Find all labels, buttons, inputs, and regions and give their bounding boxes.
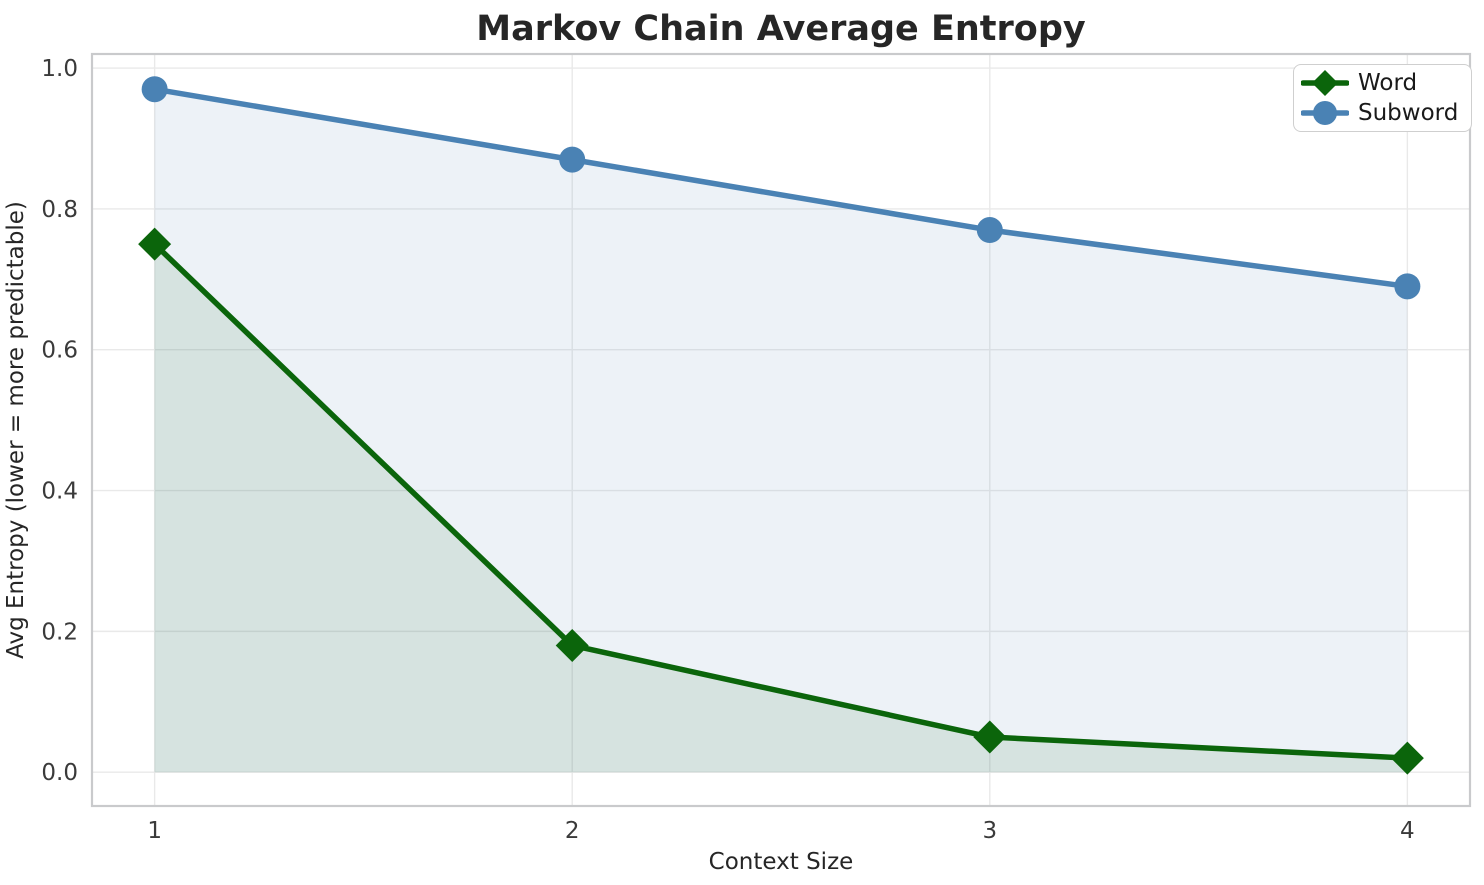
word-line bbox=[151, 241, 1411, 761]
subword-marker bbox=[141, 76, 168, 103]
word-legend-marker-icon bbox=[1301, 70, 1349, 96]
y-tick-label: 0.8 bbox=[41, 197, 78, 223]
y-tick-label: 0.2 bbox=[41, 619, 78, 645]
chart-title: Markov Chain Average Entropy bbox=[476, 9, 1086, 49]
y-tick-label: 0.0 bbox=[41, 760, 78, 786]
subword-marker bbox=[1394, 273, 1421, 300]
subword-marker bbox=[976, 217, 1003, 244]
subword-legend-marker-icon bbox=[1301, 101, 1349, 125]
word-marker bbox=[1390, 741, 1424, 775]
subword-line bbox=[151, 86, 1411, 290]
circle-icon bbox=[1313, 101, 1337, 125]
word-marker bbox=[555, 628, 589, 662]
x-tick-label: 1 bbox=[147, 818, 162, 844]
legend-label: Subword bbox=[1358, 100, 1459, 126]
legend-item-word: Word bbox=[1301, 69, 1458, 97]
diamond-icon bbox=[1312, 70, 1338, 96]
x-tick-label: 2 bbox=[565, 818, 580, 844]
x-tick-label: 3 bbox=[982, 818, 997, 844]
word-marker bbox=[973, 720, 1007, 754]
x-tick-label: 4 bbox=[1400, 818, 1415, 844]
word-fill-area bbox=[154, 244, 1408, 773]
y-axis-label: Avg Entropy (lower = more predictable) bbox=[3, 201, 29, 659]
y-tick-label: 0.4 bbox=[41, 479, 78, 505]
word-marker bbox=[138, 227, 172, 261]
y-tick-label: 1.0 bbox=[41, 56, 78, 82]
legend-label: Word bbox=[1358, 70, 1418, 96]
legend: Word Subword bbox=[1293, 64, 1473, 132]
subword-fill-area bbox=[154, 89, 1408, 773]
subword-marker bbox=[559, 146, 586, 173]
plot-border bbox=[90, 52, 1472, 808]
y-tick-label: 0.6 bbox=[41, 338, 78, 364]
legend-item-subword: Subword bbox=[1301, 99, 1458, 127]
x-axis-label: Context Size bbox=[709, 849, 854, 875]
